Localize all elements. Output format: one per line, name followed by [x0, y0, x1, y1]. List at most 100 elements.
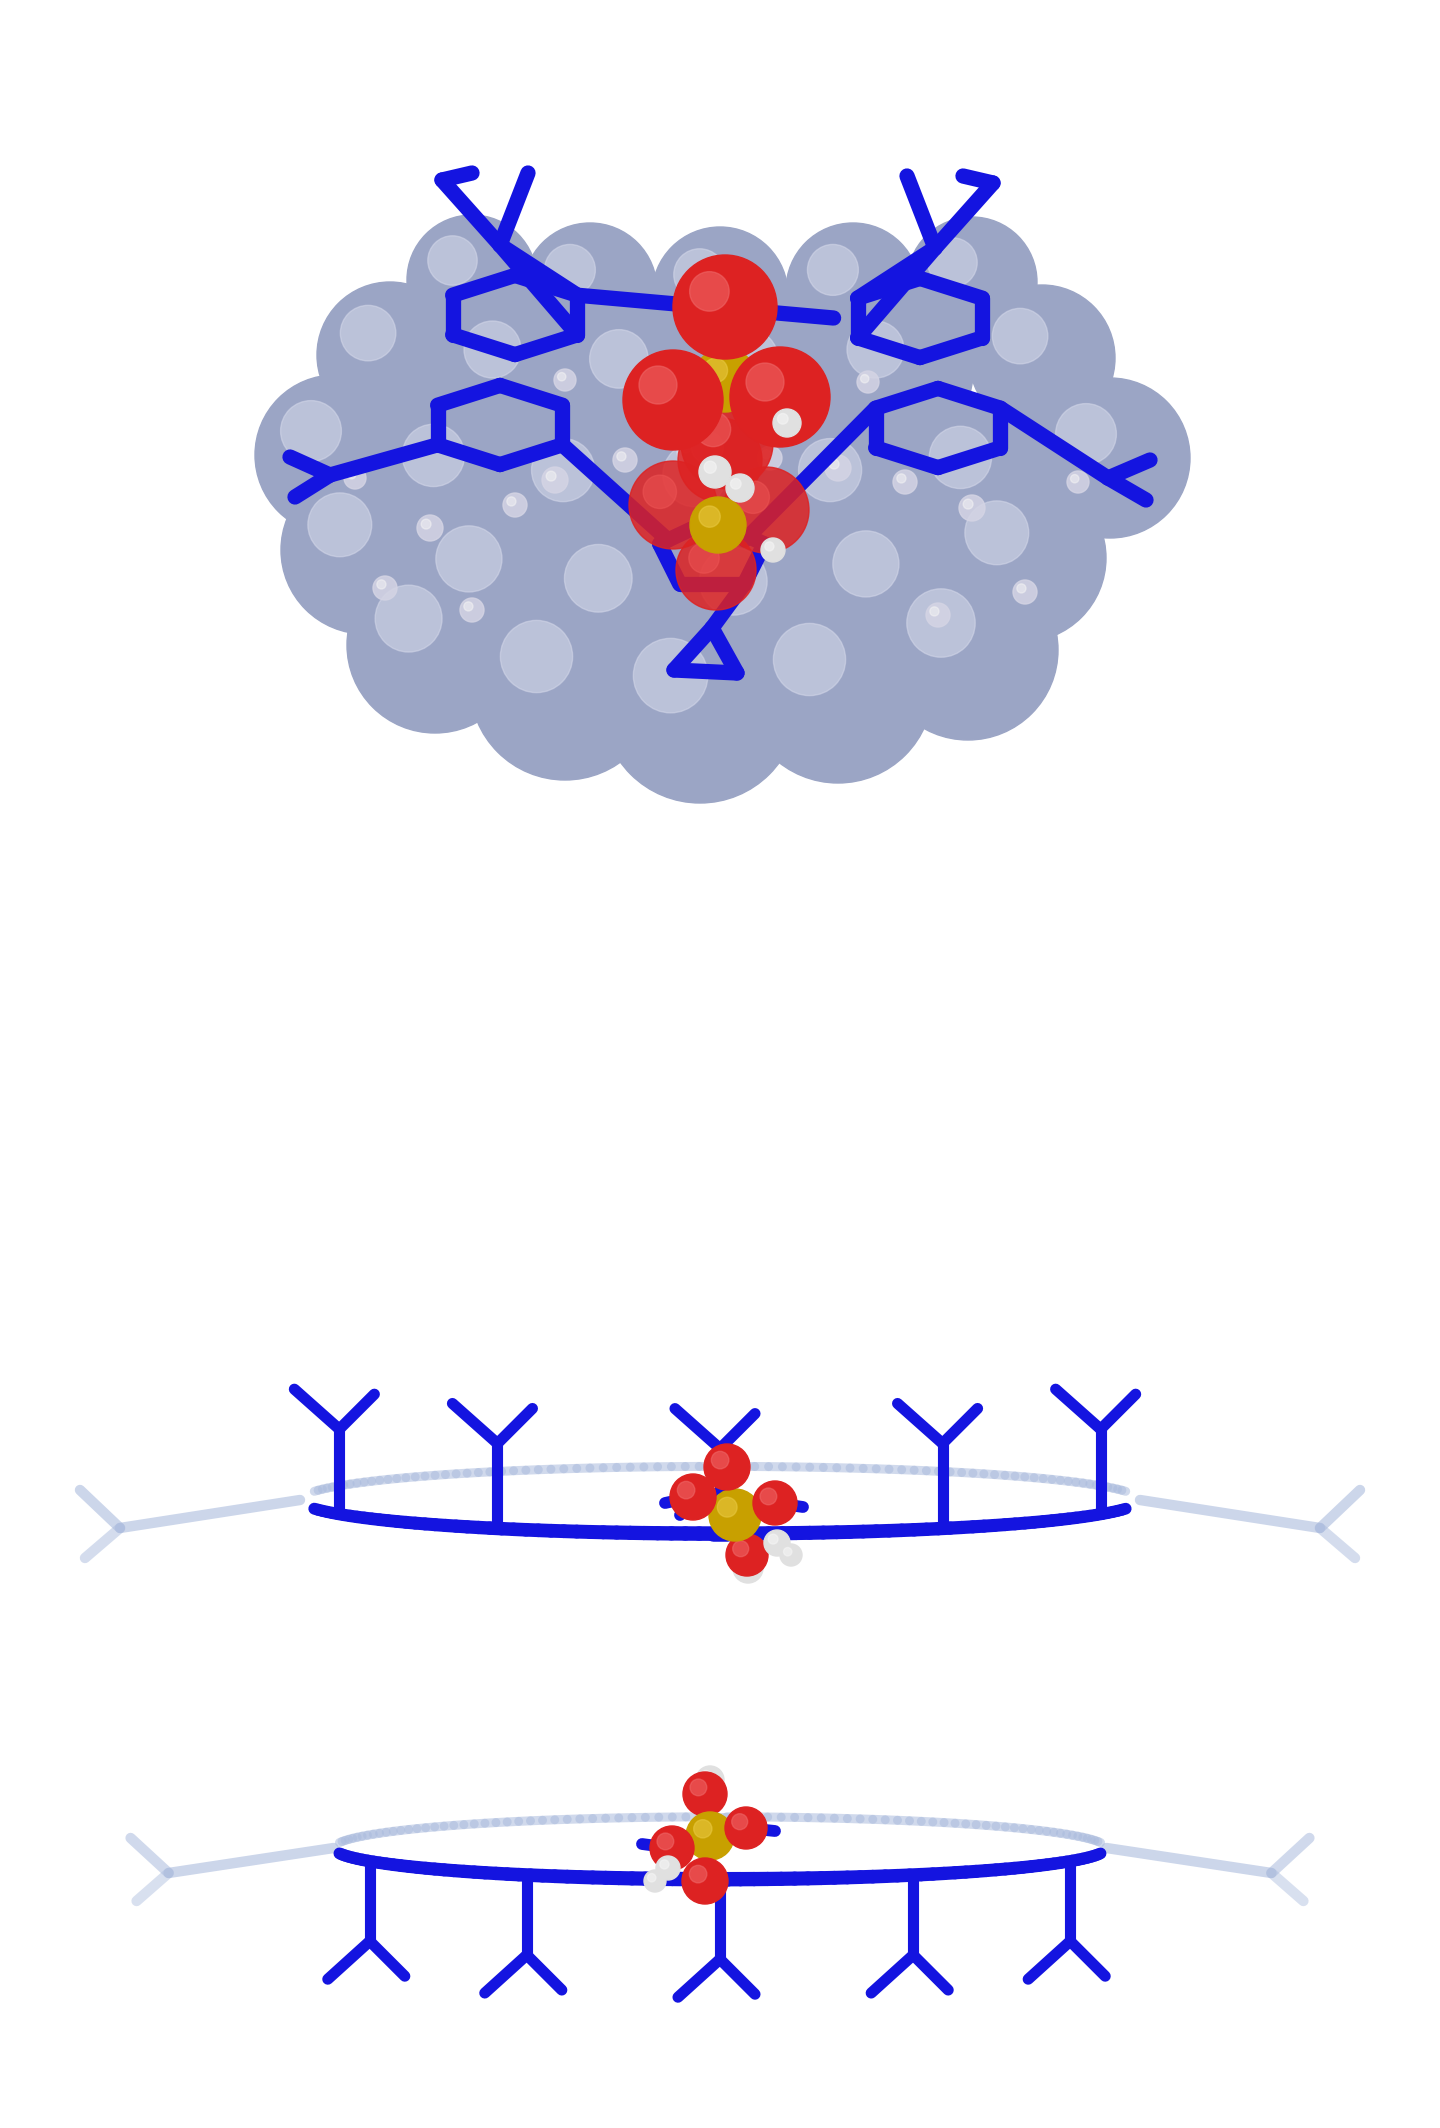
Circle shape	[255, 375, 415, 534]
Circle shape	[708, 1490, 760, 1541]
Circle shape	[308, 494, 372, 558]
Circle shape	[376, 398, 540, 562]
Circle shape	[698, 506, 720, 528]
Circle shape	[733, 1553, 763, 1583]
Circle shape	[893, 470, 917, 494]
Circle shape	[683, 1773, 727, 1815]
Circle shape	[903, 400, 1067, 564]
Circle shape	[557, 372, 566, 381]
Circle shape	[805, 502, 979, 677]
Circle shape	[1067, 470, 1089, 494]
Circle shape	[681, 443, 691, 453]
Circle shape	[544, 245, 595, 296]
Circle shape	[644, 1871, 665, 1892]
Circle shape	[825, 455, 851, 481]
Circle shape	[698, 455, 732, 487]
Circle shape	[677, 438, 703, 466]
Circle shape	[963, 500, 973, 509]
Circle shape	[743, 594, 933, 783]
Circle shape	[464, 321, 521, 379]
Circle shape	[992, 309, 1048, 364]
Circle shape	[696, 1766, 724, 1794]
Circle shape	[441, 298, 590, 447]
Circle shape	[675, 530, 756, 611]
Circle shape	[459, 598, 484, 621]
Circle shape	[965, 500, 1028, 564]
Circle shape	[724, 1807, 768, 1849]
Circle shape	[531, 438, 595, 502]
Circle shape	[347, 470, 356, 479]
Circle shape	[700, 1770, 711, 1781]
Circle shape	[704, 462, 716, 472]
Circle shape	[503, 494, 527, 517]
Circle shape	[1056, 404, 1116, 464]
Circle shape	[657, 1832, 674, 1849]
Circle shape	[685, 1813, 734, 1860]
Circle shape	[317, 283, 464, 428]
Circle shape	[829, 460, 840, 468]
Circle shape	[636, 415, 804, 583]
Circle shape	[554, 368, 576, 392]
Circle shape	[969, 285, 1115, 432]
Circle shape	[711, 1451, 729, 1468]
Circle shape	[799, 438, 861, 502]
Circle shape	[720, 330, 778, 387]
Circle shape	[634, 638, 708, 713]
Circle shape	[746, 364, 783, 400]
Circle shape	[678, 417, 762, 502]
Circle shape	[660, 1860, 670, 1868]
Circle shape	[861, 375, 868, 383]
Circle shape	[773, 624, 845, 696]
Circle shape	[648, 1873, 655, 1881]
Circle shape	[677, 1481, 696, 1498]
Circle shape	[704, 1445, 750, 1490]
Circle shape	[649, 1826, 694, 1871]
Circle shape	[564, 545, 632, 613]
Circle shape	[420, 519, 431, 530]
Circle shape	[765, 543, 773, 551]
Circle shape	[644, 475, 677, 509]
Circle shape	[688, 543, 719, 572]
Circle shape	[436, 526, 503, 592]
Circle shape	[546, 470, 556, 481]
Circle shape	[507, 496, 516, 506]
Circle shape	[681, 398, 773, 489]
Circle shape	[501, 621, 573, 692]
Circle shape	[428, 236, 477, 285]
Circle shape	[783, 1547, 792, 1556]
Circle shape	[408, 215, 537, 345]
Circle shape	[929, 426, 992, 489]
Circle shape	[768, 1534, 778, 1545]
Circle shape	[1017, 583, 1025, 594]
Circle shape	[780, 1545, 802, 1566]
Circle shape	[505, 413, 671, 579]
Circle shape	[672, 255, 778, 360]
Circle shape	[464, 602, 472, 611]
Circle shape	[624, 349, 723, 449]
Circle shape	[726, 1534, 768, 1577]
Circle shape	[652, 228, 788, 364]
Circle shape	[694, 1819, 711, 1839]
Circle shape	[696, 304, 850, 460]
Circle shape	[541, 466, 567, 494]
Circle shape	[376, 585, 442, 651]
Circle shape	[878, 560, 1058, 741]
Circle shape	[629, 462, 717, 549]
Circle shape	[723, 466, 809, 553]
Circle shape	[639, 366, 677, 404]
Circle shape	[760, 538, 785, 562]
Circle shape	[674, 249, 726, 300]
Circle shape	[662, 443, 727, 506]
Circle shape	[926, 602, 950, 628]
Circle shape	[907, 217, 1037, 347]
Circle shape	[696, 411, 730, 447]
Circle shape	[927, 238, 978, 287]
Circle shape	[762, 449, 770, 460]
Circle shape	[726, 475, 755, 502]
Circle shape	[857, 370, 878, 394]
Circle shape	[737, 1558, 749, 1568]
Circle shape	[832, 530, 899, 598]
Circle shape	[589, 330, 648, 387]
Circle shape	[778, 413, 788, 423]
Circle shape	[897, 475, 906, 483]
